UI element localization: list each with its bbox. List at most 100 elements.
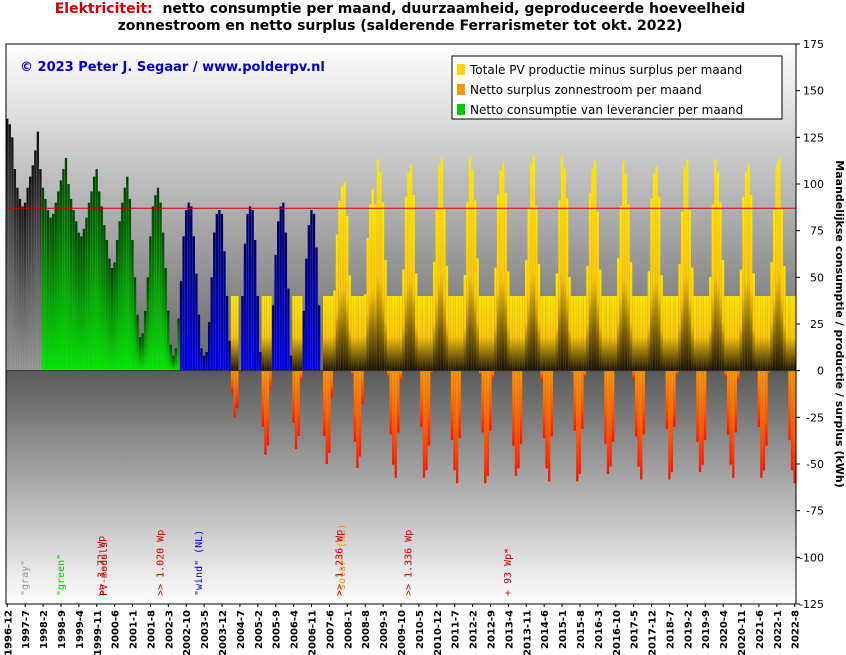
pv-production-bar: [358, 296, 362, 371]
x-tick-label: 1996-12: [3, 610, 14, 655]
consumption-bar: [197, 314, 201, 371]
x-tick-label: 2010-5: [415, 610, 426, 649]
surplus-bar: [737, 370, 740, 381]
pv-production-bar: [724, 296, 727, 371]
surplus-bar: [548, 370, 551, 482]
consumption-bar: [100, 206, 103, 371]
pv-production-bar: [660, 275, 663, 371]
consumption-bar: [21, 206, 24, 371]
consumption-bar: [223, 251, 226, 371]
consumption-bar: [243, 243, 247, 371]
pv-production-bar: [770, 262, 773, 371]
consumption-bar: [77, 232, 80, 371]
x-tick-label: 2022-1: [773, 610, 784, 649]
pv-production-bar: [363, 294, 367, 371]
surplus-bar: [701, 370, 704, 465]
consumption-bar: [289, 355, 293, 371]
pv-production-bar: [353, 296, 357, 371]
consumption-bar: [16, 187, 19, 371]
pv-production-bar: [675, 296, 679, 371]
consumption-bar: [287, 288, 290, 371]
pv-production-bar: [793, 296, 796, 371]
x-tick-label: 2009-3: [379, 610, 390, 649]
consumption-bar: [18, 198, 22, 371]
surplus-bar: [361, 370, 364, 405]
pv-production-bar: [721, 260, 725, 371]
pv-production-bar: [637, 296, 640, 371]
surplus-bar: [325, 370, 328, 464]
annotation-label: >> 3.72 Wp: [97, 536, 108, 596]
surplus-bar: [236, 370, 239, 408]
consumption-bar: [87, 202, 91, 371]
surplus-bar: [330, 370, 334, 397]
pv-production-bar: [343, 182, 346, 371]
pv-production-bar: [489, 296, 492, 371]
x-tick-label: 2011-7: [451, 610, 462, 649]
consumption-bar: [144, 310, 147, 371]
pv-production-bar: [624, 174, 628, 371]
surplus-bar: [233, 370, 236, 418]
period-label: "solar" (NL): [337, 524, 348, 596]
pv-production-bar: [432, 262, 436, 371]
consumption-bar: [274, 254, 277, 371]
pv-production-bar: [767, 296, 771, 371]
x-tick-label: 2018-7: [665, 610, 676, 649]
surplus-bar: [583, 370, 587, 377]
x-tick-label: 2012-9: [486, 610, 497, 649]
consumption-bar: [228, 340, 231, 371]
pv-production-bar: [775, 164, 778, 371]
pv-production-bar: [711, 204, 714, 371]
x-axis: 1996-12 1997-7 1998-2 1998-9 1999-4 1999-11 20…: [3, 604, 802, 655]
consumption-bar: [46, 210, 50, 371]
surplus-bar: [573, 370, 576, 431]
consumption-bar: [156, 187, 160, 371]
pv-production-bar: [790, 296, 794, 371]
pv-production-bar: [726, 296, 730, 371]
pv-production-bar: [374, 204, 377, 371]
surplus-bar: [386, 370, 390, 377]
surplus-bar: [261, 370, 265, 427]
surplus-bar: [765, 370, 768, 446]
surplus-bar: [486, 370, 490, 476]
x-tick-label: 2007-6: [325, 610, 336, 649]
pv-production-bar: [703, 296, 707, 371]
x-tick-label: 2005-9: [272, 610, 283, 649]
pv-production-bar: [527, 207, 530, 371]
y-tick-label: 75: [810, 225, 824, 238]
x-tick-label: 2016-3: [594, 610, 605, 649]
surplus-bar: [724, 370, 727, 377]
pv-production-bar: [606, 296, 610, 371]
pv-production-bar: [583, 296, 587, 371]
surplus-bar: [762, 370, 766, 471]
surplus-bar: [389, 370, 392, 435]
pv-production-bar: [627, 204, 630, 371]
consumption-bar: [80, 236, 83, 371]
surplus-bar: [698, 370, 702, 473]
pv-production-bar: [634, 296, 638, 371]
consumption-bar: [302, 310, 305, 371]
pv-production-bar: [361, 296, 364, 371]
pv-production-bar: [716, 172, 720, 371]
surplus-bar: [550, 370, 553, 437]
pv-production-bar: [783, 265, 786, 371]
pv-production-bar: [351, 296, 354, 371]
pv-production-bar: [565, 198, 569, 371]
pv-production-bar: [458, 296, 461, 371]
pv-production-bar: [517, 296, 520, 371]
consumption-bar: [253, 240, 257, 371]
consumption-bar: [34, 150, 37, 371]
pv-production-bar: [632, 296, 635, 371]
surplus-bar: [640, 370, 643, 480]
pv-production-bar: [473, 200, 477, 371]
x-tick-label: 2019-9: [701, 610, 712, 649]
pv-production-bar: [417, 296, 420, 371]
consumption-bar: [126, 176, 129, 371]
pv-production-bar: [760, 296, 763, 371]
pv-production-bar: [611, 296, 615, 371]
x-tick-label: 2000-6: [111, 610, 122, 649]
title-line-1: Elektriciteit: netto consumptie per maan…: [0, 1, 800, 18]
pv-production-bar: [384, 260, 387, 371]
pv-production-bar: [780, 207, 784, 371]
surplus-bar: [540, 370, 543, 381]
pv-production-bar: [652, 174, 656, 371]
